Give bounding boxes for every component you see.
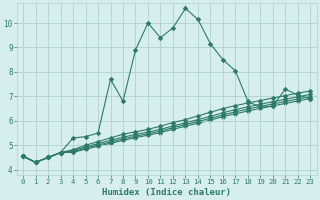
X-axis label: Humidex (Indice chaleur): Humidex (Indice chaleur) xyxy=(102,188,231,197)
